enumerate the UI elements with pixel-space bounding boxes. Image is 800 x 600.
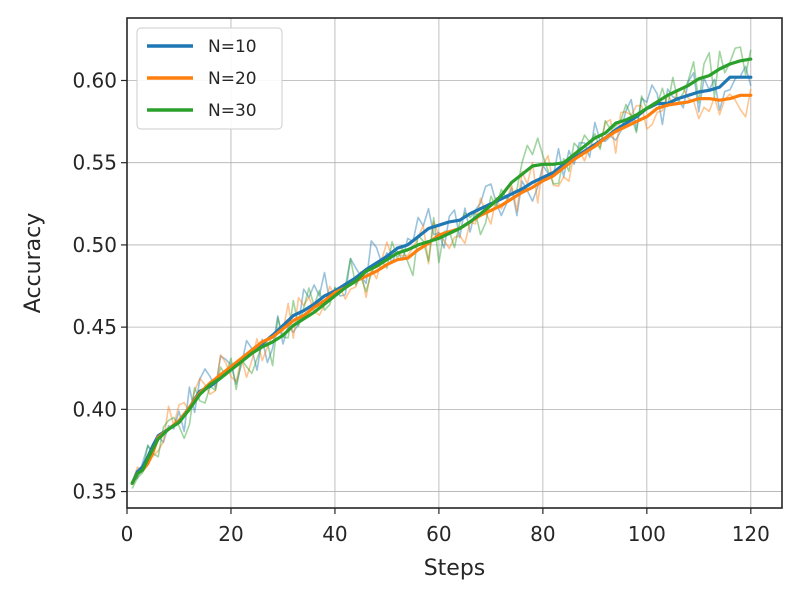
legend-box <box>136 27 283 130</box>
grid-lines <box>126 18 782 508</box>
plot-frame <box>126 17 783 509</box>
y-tick-label: 0.60 <box>72 68 117 92</box>
y-tick-label: 0.35 <box>72 480 117 504</box>
legend-label: N=30 <box>208 101 257 121</box>
series-line-n30 <box>130 57 753 485</box>
x-tick-label: 100 <box>628 522 666 546</box>
raw-line-n10 <box>131 65 752 481</box>
legend: N=10 N=20 N=30 <box>136 27 283 130</box>
y-tick-label: 0.45 <box>72 315 117 339</box>
y-tick-label: 0.40 <box>72 397 117 421</box>
smoothed-series-lines <box>130 57 753 485</box>
legend-label: N=10 <box>208 37 257 57</box>
legend-label: N=20 <box>208 69 257 89</box>
x-tick-label: 40 <box>322 522 347 546</box>
x-tick-label: 60 <box>426 522 451 546</box>
x-axis-label: Steps <box>424 556 486 581</box>
y-axis-ticks: 0.35 0.40 0.45 0.50 0.55 0.60 <box>72 68 127 504</box>
x-tick-label: 120 <box>732 522 770 546</box>
y-tick-label: 0.55 <box>72 151 117 175</box>
y-tick-label: 0.50 <box>72 233 117 257</box>
series-line-n20 <box>130 93 753 485</box>
x-tick-label: 20 <box>218 522 243 546</box>
y-axis-label: Accuracy <box>21 213 46 313</box>
x-axis-ticks: 0 20 40 60 80 100 120 <box>121 508 770 546</box>
x-tick-label: 0 <box>121 522 134 546</box>
x-tick-label: 80 <box>530 522 555 546</box>
